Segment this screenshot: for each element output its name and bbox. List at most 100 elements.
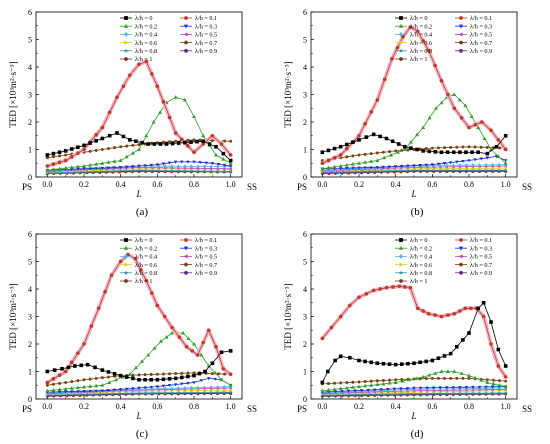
data-point — [463, 103, 468, 107]
data-point — [332, 381, 337, 385]
data-point — [490, 162, 495, 167]
data-point — [167, 372, 172, 376]
data-point — [174, 383, 178, 387]
data-point — [103, 289, 107, 294]
data-point — [449, 146, 453, 149]
legend-marker — [398, 31, 404, 37]
data-point — [137, 377, 141, 382]
legend-entry: λ/h = 0.7 — [180, 40, 217, 47]
legend-label: λ/h = 1 — [410, 278, 428, 285]
data-point — [155, 163, 159, 167]
data-point — [393, 380, 398, 384]
data-point — [163, 168, 168, 173]
data-point — [459, 116, 464, 120]
data-point — [445, 150, 450, 155]
data-point — [320, 161, 325, 166]
data-point — [326, 148, 331, 153]
data-point — [121, 84, 126, 89]
data-point — [497, 383, 502, 387]
x-tick-label: 0.8 — [189, 402, 199, 411]
legend-marker — [398, 270, 404, 275]
data-point — [503, 133, 508, 138]
data-point — [222, 164, 226, 169]
data-point — [228, 349, 233, 353]
legend-entry: λ/h = 0.9 — [455, 48, 492, 55]
data-point — [51, 387, 56, 392]
data-point — [436, 356, 441, 361]
data-point — [320, 166, 325, 171]
data-point — [66, 365, 71, 370]
data-point — [137, 164, 141, 168]
data-point — [375, 158, 380, 162]
data-point — [57, 381, 62, 385]
data-point — [201, 142, 205, 146]
legend-entry: λ/h = 0.5 — [455, 32, 492, 39]
data-point — [457, 97, 462, 102]
data-point — [439, 100, 444, 105]
data-point — [89, 324, 94, 328]
data-point — [439, 369, 444, 373]
legend-label: λ/h = 0.8 — [410, 48, 432, 55]
data-point — [464, 168, 469, 172]
data-point — [403, 144, 407, 149]
data-point — [110, 168, 115, 173]
data-point — [114, 377, 119, 382]
legend-entry: λ/h = 0.7 — [180, 262, 217, 269]
data-point — [386, 387, 390, 391]
data-point — [430, 146, 434, 150]
data-point — [174, 372, 178, 375]
data-point — [496, 154, 501, 158]
series-2 — [320, 92, 508, 171]
legend: λ/h = 0 λ/h = 0.1 λ/h = 0.2 λ/h = 0.3 λ/h = … — [120, 15, 217, 63]
data-point — [451, 150, 456, 155]
data-point — [351, 166, 355, 170]
data-point — [94, 148, 98, 152]
data-point — [155, 372, 159, 376]
data-point — [457, 391, 462, 395]
data-point — [45, 153, 50, 157]
data-point — [94, 138, 99, 143]
data-point — [221, 366, 226, 371]
data-point — [51, 151, 56, 156]
data-point — [57, 387, 62, 391]
y-tick-label: 6 — [303, 8, 307, 17]
legend-entry: λ/h = 0.6 — [395, 40, 432, 47]
y-tick-label: 6 — [303, 230, 307, 239]
data-point — [392, 387, 397, 391]
data-point — [421, 149, 425, 153]
data-point — [357, 358, 361, 363]
legend-entry: λ/h = 0.8 — [120, 48, 157, 55]
data-point — [209, 385, 213, 390]
data-point — [63, 165, 68, 170]
data-point — [106, 370, 111, 374]
data-point — [155, 377, 160, 382]
data-point — [190, 389, 194, 393]
legend-marker — [398, 253, 404, 259]
data-point — [184, 344, 189, 349]
legend-marker — [184, 16, 188, 20]
legend-marker — [399, 40, 404, 45]
panel-3: 0 1 2 3 4 5 6 0.0 0.2 0.4 0.6 0.8 1.0 PS SS L TED [×10³m… — [8, 230, 257, 440]
data-point — [363, 152, 367, 156]
data-point — [371, 288, 376, 293]
data-point — [461, 145, 465, 149]
data-point — [445, 386, 449, 390]
y-tick-label: 3 — [303, 91, 307, 100]
data-point — [189, 164, 194, 169]
legend-label: λ/h = 0 — [410, 237, 428, 244]
data-point — [215, 390, 220, 394]
data-point — [490, 168, 495, 172]
data-point — [196, 390, 200, 394]
data-point — [409, 146, 413, 150]
data-point — [104, 391, 109, 396]
data-point — [107, 133, 112, 138]
data-point — [484, 166, 488, 170]
data-point — [399, 391, 403, 396]
data-point — [392, 391, 397, 396]
data-point — [186, 374, 190, 379]
x-axis-label: L — [135, 411, 141, 421]
data-point — [51, 155, 56, 159]
data-point — [131, 376, 135, 381]
data-point — [76, 351, 80, 355]
data-point — [100, 389, 104, 393]
